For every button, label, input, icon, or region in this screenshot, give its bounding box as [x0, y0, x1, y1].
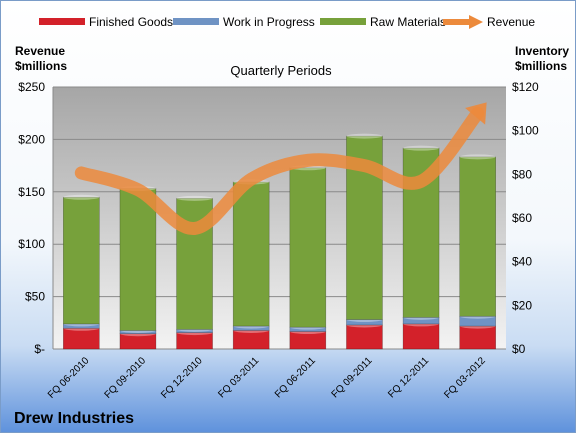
- left-axis-title-line-1: Revenue: [15, 44, 65, 58]
- bar-raw-materials-top: [403, 145, 440, 151]
- x-tick-label: FQ 12-2011: [386, 355, 431, 400]
- x-tick-label: FQ 12-2010: [159, 355, 205, 401]
- legend: Finished Goods Work in Progress Raw Mate…: [39, 15, 535, 29]
- legend-label-raw-materials: Raw Materials: [370, 15, 446, 29]
- legend-swatch-work-in-progress: [173, 18, 219, 25]
- right-tick-label: $40: [512, 255, 532, 269]
- right-tick-label: $0: [512, 342, 526, 356]
- bar-finished-goods: [346, 324, 383, 350]
- legend-label-work-in-progress: Work in Progress: [223, 15, 315, 29]
- bar-raw-materials-top: [346, 133, 383, 139]
- x-tick-label: FQ 03-2012: [442, 355, 488, 401]
- legend-label-finished-goods: Finished Goods: [89, 15, 173, 29]
- bar-finished-goods: [232, 330, 270, 350]
- x-tick-label: FQ 06-2011: [273, 355, 318, 400]
- legend-swatch-finished-goods: [39, 18, 85, 25]
- plot-area: $- $50 $100 $150 $200 $250 $0 $20 $40 $60 $80 $100 $…: [18, 80, 539, 401]
- bar-raw-materials: [289, 167, 327, 328]
- left-tick-label: $-: [34, 342, 45, 356]
- bar-finished-goods: [289, 331, 327, 350]
- right-axis-title-line-2: $millions: [515, 59, 567, 73]
- left-tick-label: $100: [18, 237, 45, 251]
- x-tick-label: FQ 03-2011: [216, 355, 261, 400]
- legend-label-revenue: Revenue: [487, 15, 535, 29]
- bar-finished-goods: [63, 327, 100, 350]
- x-tick-label: FQ 09-2010: [103, 355, 149, 401]
- left-tick-label: $200: [18, 132, 45, 146]
- right-tick-label: $100: [512, 124, 539, 138]
- right-axis-title-line-1: Inventory: [515, 44, 569, 58]
- bar-work-in-progress: [119, 330, 157, 335]
- bar-raw-materials-top: [176, 195, 213, 201]
- bar-raw-materials: [232, 181, 270, 327]
- bar-raw-materials: [63, 196, 100, 325]
- right-tick-label: $60: [512, 211, 532, 225]
- x-tick-label: FQ 09-2011: [330, 355, 375, 400]
- left-tick-label: $250: [18, 80, 45, 94]
- left-tick-label: $150: [18, 185, 45, 199]
- revenue-arrowhead: [465, 102, 487, 125]
- bar-finished-goods: [459, 325, 496, 350]
- right-tick-label: $120: [512, 80, 539, 94]
- chart-title: Quarterly Periods: [230, 63, 332, 78]
- legend-swatch-raw-materials: [320, 18, 366, 25]
- company-name: Drew Industries: [14, 410, 134, 427]
- bar-finished-goods: [402, 323, 440, 350]
- left-axis-title-line-2: $millions: [15, 59, 67, 73]
- right-tick-label: $80: [512, 167, 532, 181]
- legend-arrow-icon: [469, 15, 483, 29]
- left-tick-label: $50: [25, 290, 45, 304]
- revenue-line: [74, 106, 485, 235]
- bar-raw-materials: [119, 188, 157, 331]
- x-tick-label: FQ 06-2010: [46, 355, 92, 401]
- bar-raw-materials-top: [459, 154, 496, 160]
- right-tick-label: $20: [512, 298, 532, 312]
- bar-raw-materials-top: [63, 194, 100, 200]
- bar-raw-materials: [459, 156, 496, 317]
